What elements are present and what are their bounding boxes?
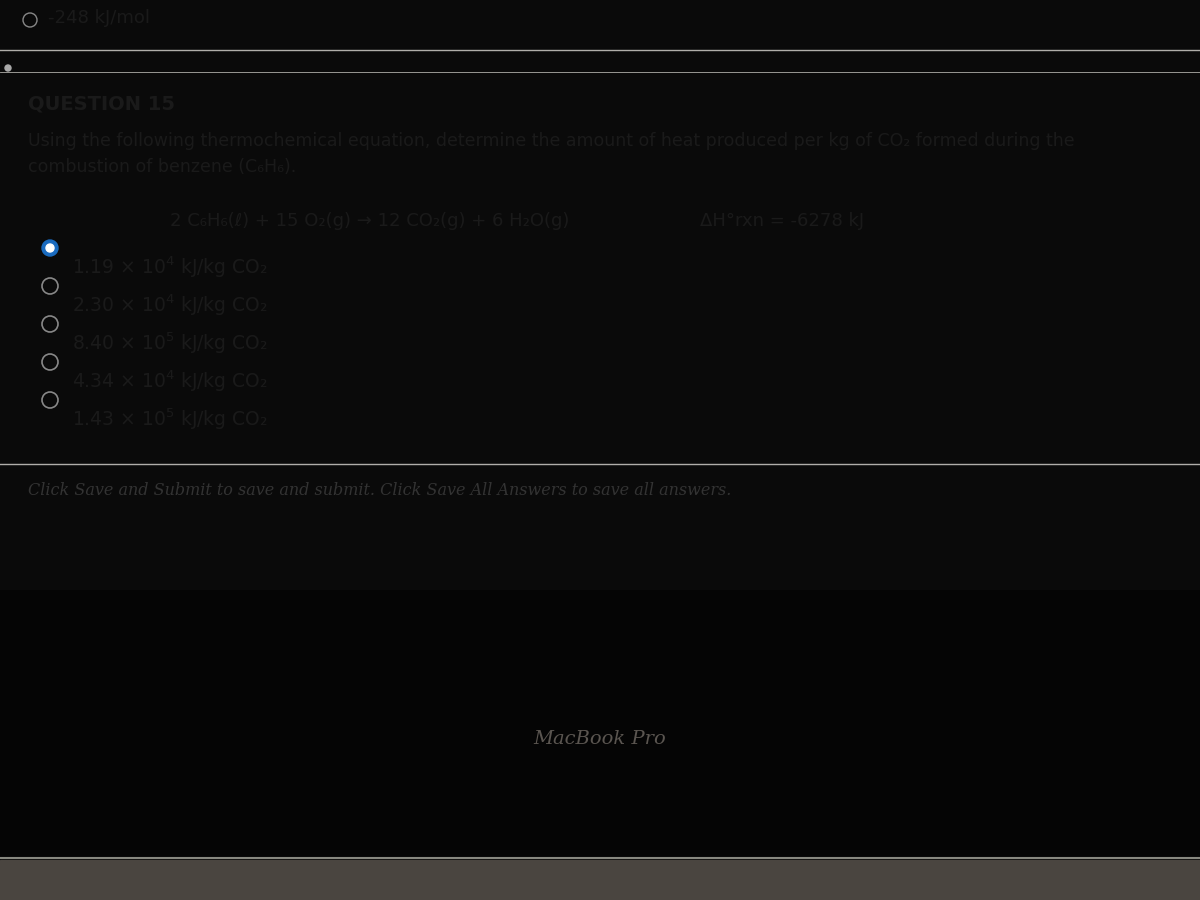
Bar	[0, 860, 1200, 900]
Text: ΔH°rxn = -6278 kJ: ΔH°rxn = -6278 kJ	[700, 212, 864, 230]
Text: 8.40 × 10$^{5}$ kJ/kg CO₂: 8.40 × 10$^{5}$ kJ/kg CO₂	[72, 330, 268, 356]
Circle shape	[5, 65, 11, 71]
Circle shape	[42, 240, 58, 256]
Text: MacBook Pro: MacBook Pro	[534, 730, 666, 748]
Text: 4.34 × 10$^{4}$ kJ/kg CO₂: 4.34 × 10$^{4}$ kJ/kg CO₂	[72, 368, 268, 393]
Text: QUESTION 15: QUESTION 15	[28, 94, 175, 113]
Text: 1.19 × 10$^{4}$ kJ/kg CO₂: 1.19 × 10$^{4}$ kJ/kg CO₂	[72, 254, 268, 280]
Text: 2 C₆H₆(ℓ) + 15 O₂(g) → 12 CO₂(g) + 6 H₂O(g): 2 C₆H₆(ℓ) + 15 O₂(g) → 12 CO₂(g) + 6 H₂O…	[170, 212, 569, 230]
Circle shape	[46, 244, 54, 252]
Text: 1.43 × 10$^{5}$ kJ/kg CO₂: 1.43 × 10$^{5}$ kJ/kg CO₂	[72, 406, 268, 431]
Text: Using the following thermochemical equation, determine the amount of heat produc: Using the following thermochemical equat…	[28, 132, 1075, 176]
Text: -248 kJ/mol: -248 kJ/mol	[48, 9, 150, 27]
Text: Click Save and Submit to save and submit. Click Save All Answers to save all ans: Click Save and Submit to save and submit…	[28, 482, 731, 499]
Text: 2.30 × 10$^{4}$ kJ/kg CO₂: 2.30 × 10$^{4}$ kJ/kg CO₂	[72, 292, 268, 318]
